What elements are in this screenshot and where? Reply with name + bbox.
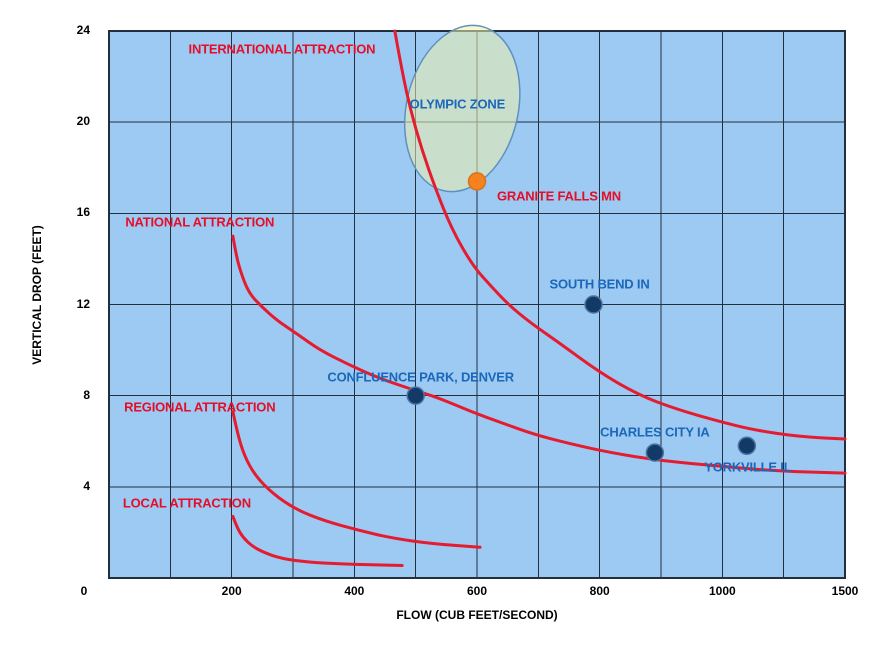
curve-international-attraction: [393, 29, 847, 441]
marker-yorkville-il: [737, 436, 757, 456]
curve-regional-attraction: [231, 410, 482, 549]
marker-confluence-park-denver: [406, 386, 425, 405]
curve-local-attraction: [231, 514, 404, 567]
marker-south-bend-in: [584, 295, 603, 314]
marker-granite-falls-mn: [467, 172, 487, 191]
marker-charles-city-ia: [645, 443, 665, 462]
